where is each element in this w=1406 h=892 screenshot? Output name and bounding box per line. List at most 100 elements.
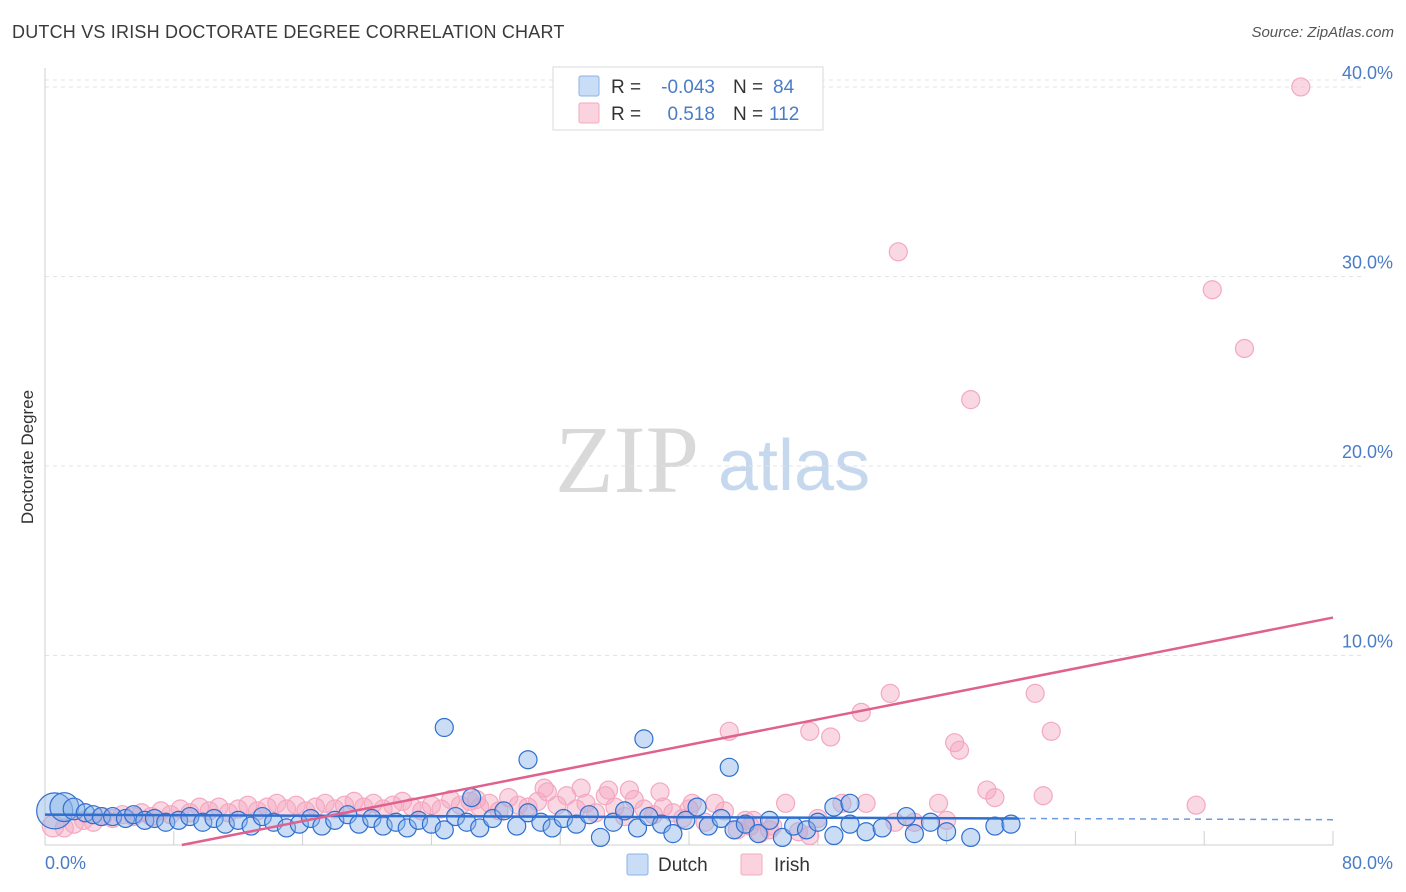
stats-legend-irish-n: 112 bbox=[769, 104, 799, 125]
dutch-point-58 bbox=[724, 820, 744, 840]
dutch-point-70 bbox=[904, 824, 925, 844]
stats-legend-irish-n-label: N = bbox=[733, 104, 763, 125]
stats-legend-dutch-r: -0.043 bbox=[661, 77, 715, 98]
irish-point-23 bbox=[267, 793, 287, 813]
stats-legend-dutch-r-label: R = bbox=[611, 77, 641, 98]
irish-point-74 bbox=[775, 793, 796, 813]
y-tick-label-20: 20.0% bbox=[1342, 442, 1393, 462]
irish-point-65 bbox=[672, 808, 693, 829]
dutch-point-64 bbox=[796, 820, 817, 840]
dutch-point-67 bbox=[840, 814, 860, 834]
dutch-point-54 bbox=[676, 810, 696, 830]
dutch-point-55 bbox=[687, 797, 707, 817]
dutch-point-59 bbox=[735, 814, 755, 834]
irish-point-18 bbox=[218, 803, 239, 823]
dutch-point-81 bbox=[719, 757, 739, 777]
tick-labels: 10.0% 20.0% 30.0% 40.0% 0.0% 80.0% bbox=[45, 63, 1393, 873]
dutch-point-74 bbox=[985, 816, 1005, 836]
stats-legend-dutch-n-label: N = bbox=[733, 77, 763, 98]
irish-point-92 bbox=[949, 740, 970, 760]
dutch-point-37 bbox=[470, 818, 490, 838]
y-tick-label-30: 30.0% bbox=[1342, 252, 1393, 272]
chart-title: DUTCH VS IRISH DOCTORATE DEGREE CORRELAT… bbox=[12, 22, 565, 42]
irish-point-95 bbox=[571, 778, 591, 798]
dutch-point-45 bbox=[566, 814, 586, 834]
dutch-point-38 bbox=[482, 808, 503, 829]
irish-point-90 bbox=[880, 683, 900, 703]
irish-point-101 bbox=[961, 390, 981, 410]
dutch-point-76 bbox=[462, 788, 482, 808]
irish-point-85 bbox=[1186, 795, 1206, 815]
x-tick-label-max: 80.0% bbox=[1342, 853, 1393, 873]
dutch-point-83 bbox=[896, 806, 916, 827]
dutch-point-34 bbox=[434, 820, 454, 840]
irish-point-51 bbox=[537, 782, 557, 802]
dutch-point-3 bbox=[75, 803, 95, 823]
irish-point-20 bbox=[238, 795, 258, 815]
irish-point-100 bbox=[888, 242, 908, 262]
irish-point-98 bbox=[534, 778, 554, 798]
source-label: Source: ZipAtlas.com bbox=[1251, 24, 1394, 41]
irish-point-94 bbox=[1041, 721, 1061, 741]
irish-point-103 bbox=[1234, 338, 1255, 359]
dutch-point-43 bbox=[542, 818, 562, 838]
dutch-point-14 bbox=[193, 812, 213, 832]
dutch-point-30 bbox=[386, 812, 406, 832]
dutch-point-28 bbox=[362, 808, 382, 829]
dutch-point-69 bbox=[872, 818, 892, 838]
y-tick-label-40: 40.0% bbox=[1342, 63, 1393, 83]
dutch-point-77 bbox=[824, 797, 844, 817]
irish-point-97 bbox=[619, 780, 640, 800]
irish-point-81 bbox=[936, 810, 957, 830]
legend-dutch-swatch bbox=[626, 853, 649, 876]
irish-point-25 bbox=[286, 795, 306, 815]
dutch-point-52 bbox=[652, 814, 672, 834]
irish-point-84 bbox=[1033, 786, 1053, 806]
stats-legend-irish-r-label: R = bbox=[611, 104, 641, 125]
legend-irish-label: Irish bbox=[774, 855, 810, 876]
irish-point-80 bbox=[928, 793, 949, 813]
y-axis-label: Doctorate Degree bbox=[18, 390, 37, 524]
stats-legend-irish-r: 0.518 bbox=[667, 104, 715, 125]
irish-point-102 bbox=[1202, 280, 1222, 300]
dutch-point-73 bbox=[961, 827, 981, 848]
irish-point-78 bbox=[856, 793, 876, 813]
irish-point-28 bbox=[315, 793, 335, 813]
stats-legend-dutch-n: 84 bbox=[773, 77, 795, 98]
irish-point-96 bbox=[598, 780, 619, 800]
dutch-point-71 bbox=[920, 812, 941, 832]
dutch-point-53 bbox=[663, 824, 683, 844]
stats-legend-irish-swatch bbox=[578, 102, 600, 124]
irish-point-104 bbox=[1291, 77, 1311, 97]
irish-trend-line bbox=[181, 616, 1334, 847]
irish-point-1 bbox=[54, 818, 74, 838]
dutch-point-0 bbox=[36, 792, 74, 830]
dutch-point-68 bbox=[856, 822, 876, 842]
stats-legend: R = -0.043 N = 84 R = 0.518 N = 112 bbox=[552, 66, 824, 131]
dutch-point-65 bbox=[808, 812, 828, 832]
irish-point-82 bbox=[977, 780, 997, 800]
legend-dutch-label: Dutch bbox=[658, 855, 708, 876]
trend-lines bbox=[44, 616, 1334, 847]
irish-point-108 bbox=[650, 782, 670, 802]
dutch-point-5 bbox=[91, 806, 111, 827]
irish-point-93 bbox=[1025, 683, 1045, 703]
dutch-trend-extension bbox=[1019, 817, 1334, 821]
dutch-point-62 bbox=[772, 827, 792, 848]
irish-point-87 bbox=[800, 721, 820, 741]
dutch-points bbox=[36, 717, 1021, 848]
dutch-trend-line bbox=[44, 813, 1020, 820]
dutch-point-78 bbox=[434, 717, 454, 738]
irish-point-88 bbox=[821, 727, 841, 747]
dutch-point-46 bbox=[579, 805, 599, 825]
irish-point-48 bbox=[508, 795, 528, 815]
dutch-point-80 bbox=[634, 729, 654, 749]
dutch-point-66 bbox=[824, 825, 844, 846]
axes bbox=[44, 68, 1334, 846]
dutch-point-82 bbox=[840, 793, 860, 813]
dutch-point-72 bbox=[936, 822, 957, 842]
grid-lines bbox=[45, 79, 1363, 656]
irish-point-83 bbox=[985, 788, 1005, 808]
dutch-point-31 bbox=[397, 818, 417, 838]
x-tick-label-min: 0.0% bbox=[45, 853, 86, 873]
